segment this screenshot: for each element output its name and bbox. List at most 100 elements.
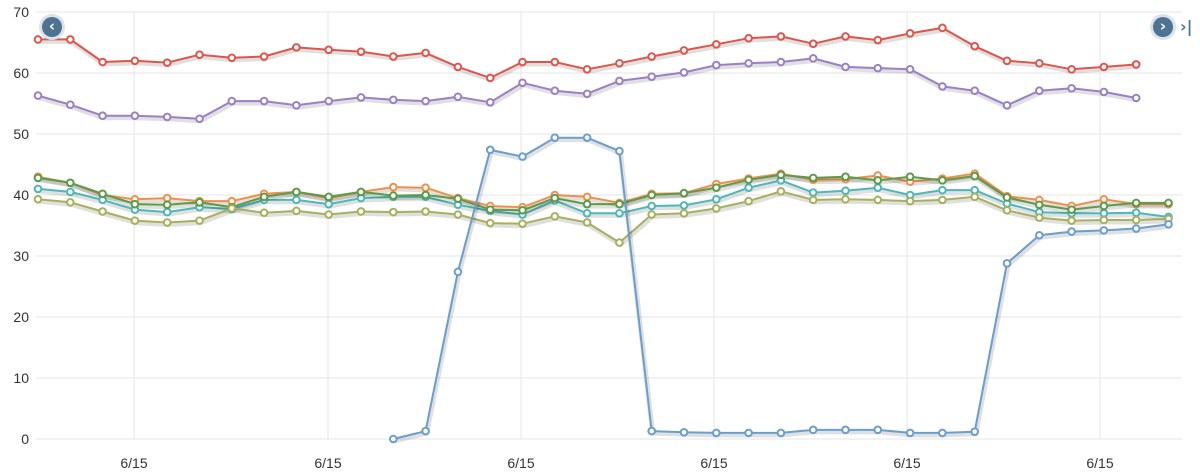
data-point <box>712 60 721 70</box>
data-point <box>647 210 657 219</box>
data-point <box>905 196 915 206</box>
data-point <box>485 97 495 107</box>
data-point <box>1002 259 1012 268</box>
y-tick-label: 10 <box>13 370 29 386</box>
chevron-right-icon[interactable]: › <box>1150 14 1176 40</box>
data-point <box>938 82 947 91</box>
series-shadow <box>38 174 1170 215</box>
data-point <box>66 178 75 188</box>
data-point <box>453 194 463 203</box>
data-point <box>162 218 172 227</box>
series-line <box>37 173 1169 212</box>
data-point <box>33 184 43 194</box>
data-point <box>808 188 818 197</box>
x-tick-label: 6/15 <box>700 455 727 471</box>
data-point <box>1035 213 1044 222</box>
data-point <box>873 176 883 185</box>
data-point <box>356 47 366 56</box>
data-point <box>33 35 43 44</box>
data-point <box>712 194 721 204</box>
data-point <box>841 425 850 435</box>
data-point <box>970 86 980 95</box>
data-point <box>744 33 753 43</box>
data-point <box>1067 227 1076 236</box>
y-tick-label: 0 <box>21 431 29 447</box>
data-point <box>744 183 753 192</box>
data-point <box>324 210 334 219</box>
data-point <box>1035 86 1044 95</box>
data-point <box>841 186 850 196</box>
data-point <box>873 195 883 205</box>
data-point <box>873 35 883 45</box>
data-point <box>98 207 107 216</box>
data-point <box>679 201 689 210</box>
data-point <box>582 209 592 218</box>
data-point <box>550 86 560 95</box>
data-point <box>647 190 657 200</box>
data-point <box>1131 198 1141 208</box>
data-point <box>1067 216 1076 225</box>
skip-to-end-icon[interactable]: ›| <box>1180 17 1193 36</box>
data-point <box>873 63 883 73</box>
data-point <box>421 207 430 216</box>
data-point <box>808 425 818 435</box>
data-point <box>1067 83 1076 93</box>
data-point <box>421 183 430 192</box>
data-point <box>1131 215 1141 225</box>
data-point <box>873 183 883 192</box>
x-tick-label: 6/15 <box>1086 455 1113 471</box>
y-tick-label: 50 <box>13 126 29 142</box>
data-point <box>1002 56 1012 66</box>
data-point <box>1099 62 1109 72</box>
data-point <box>615 58 624 68</box>
data-point <box>550 193 560 203</box>
data-point <box>615 209 624 218</box>
data-point <box>162 200 172 210</box>
data-point <box>518 219 527 228</box>
data-point <box>582 65 592 74</box>
data-point <box>550 133 560 142</box>
data-point <box>1002 101 1012 110</box>
data-point <box>324 199 334 209</box>
data-point <box>292 206 301 216</box>
data-point <box>130 216 140 225</box>
data-point <box>1131 208 1141 217</box>
data-point <box>292 101 301 110</box>
data-point <box>227 204 237 213</box>
chevron-left-icon[interactable]: ‹ <box>39 14 65 40</box>
data-point <box>518 152 527 161</box>
data-point <box>98 57 107 67</box>
data-point <box>582 199 592 209</box>
data-point <box>970 427 980 436</box>
series-line <box>37 190 1169 244</box>
data-point <box>130 199 140 209</box>
series-line <box>37 172 1169 209</box>
data-point <box>744 428 753 438</box>
data-point <box>938 23 947 33</box>
data-point <box>776 428 786 438</box>
data-point <box>66 100 75 110</box>
data-point <box>485 145 495 155</box>
data-point <box>162 58 172 67</box>
y-tick-label: 70 <box>13 4 29 20</box>
data-point <box>1099 209 1109 218</box>
data-point <box>259 52 269 61</box>
data-point <box>324 192 334 202</box>
data-point <box>195 198 204 207</box>
data-point <box>292 187 301 197</box>
data-point <box>485 205 495 214</box>
data-point <box>98 111 107 120</box>
data-point <box>356 207 366 216</box>
data-point <box>776 187 786 196</box>
data-point <box>970 41 980 51</box>
data-point <box>33 91 43 100</box>
data-point <box>292 195 301 205</box>
data-point <box>938 185 947 195</box>
data-point <box>970 192 980 202</box>
data-point <box>195 114 204 124</box>
data-point <box>1164 198 1173 208</box>
data-point <box>485 218 495 228</box>
data-point <box>453 267 463 277</box>
data-point <box>679 46 689 55</box>
